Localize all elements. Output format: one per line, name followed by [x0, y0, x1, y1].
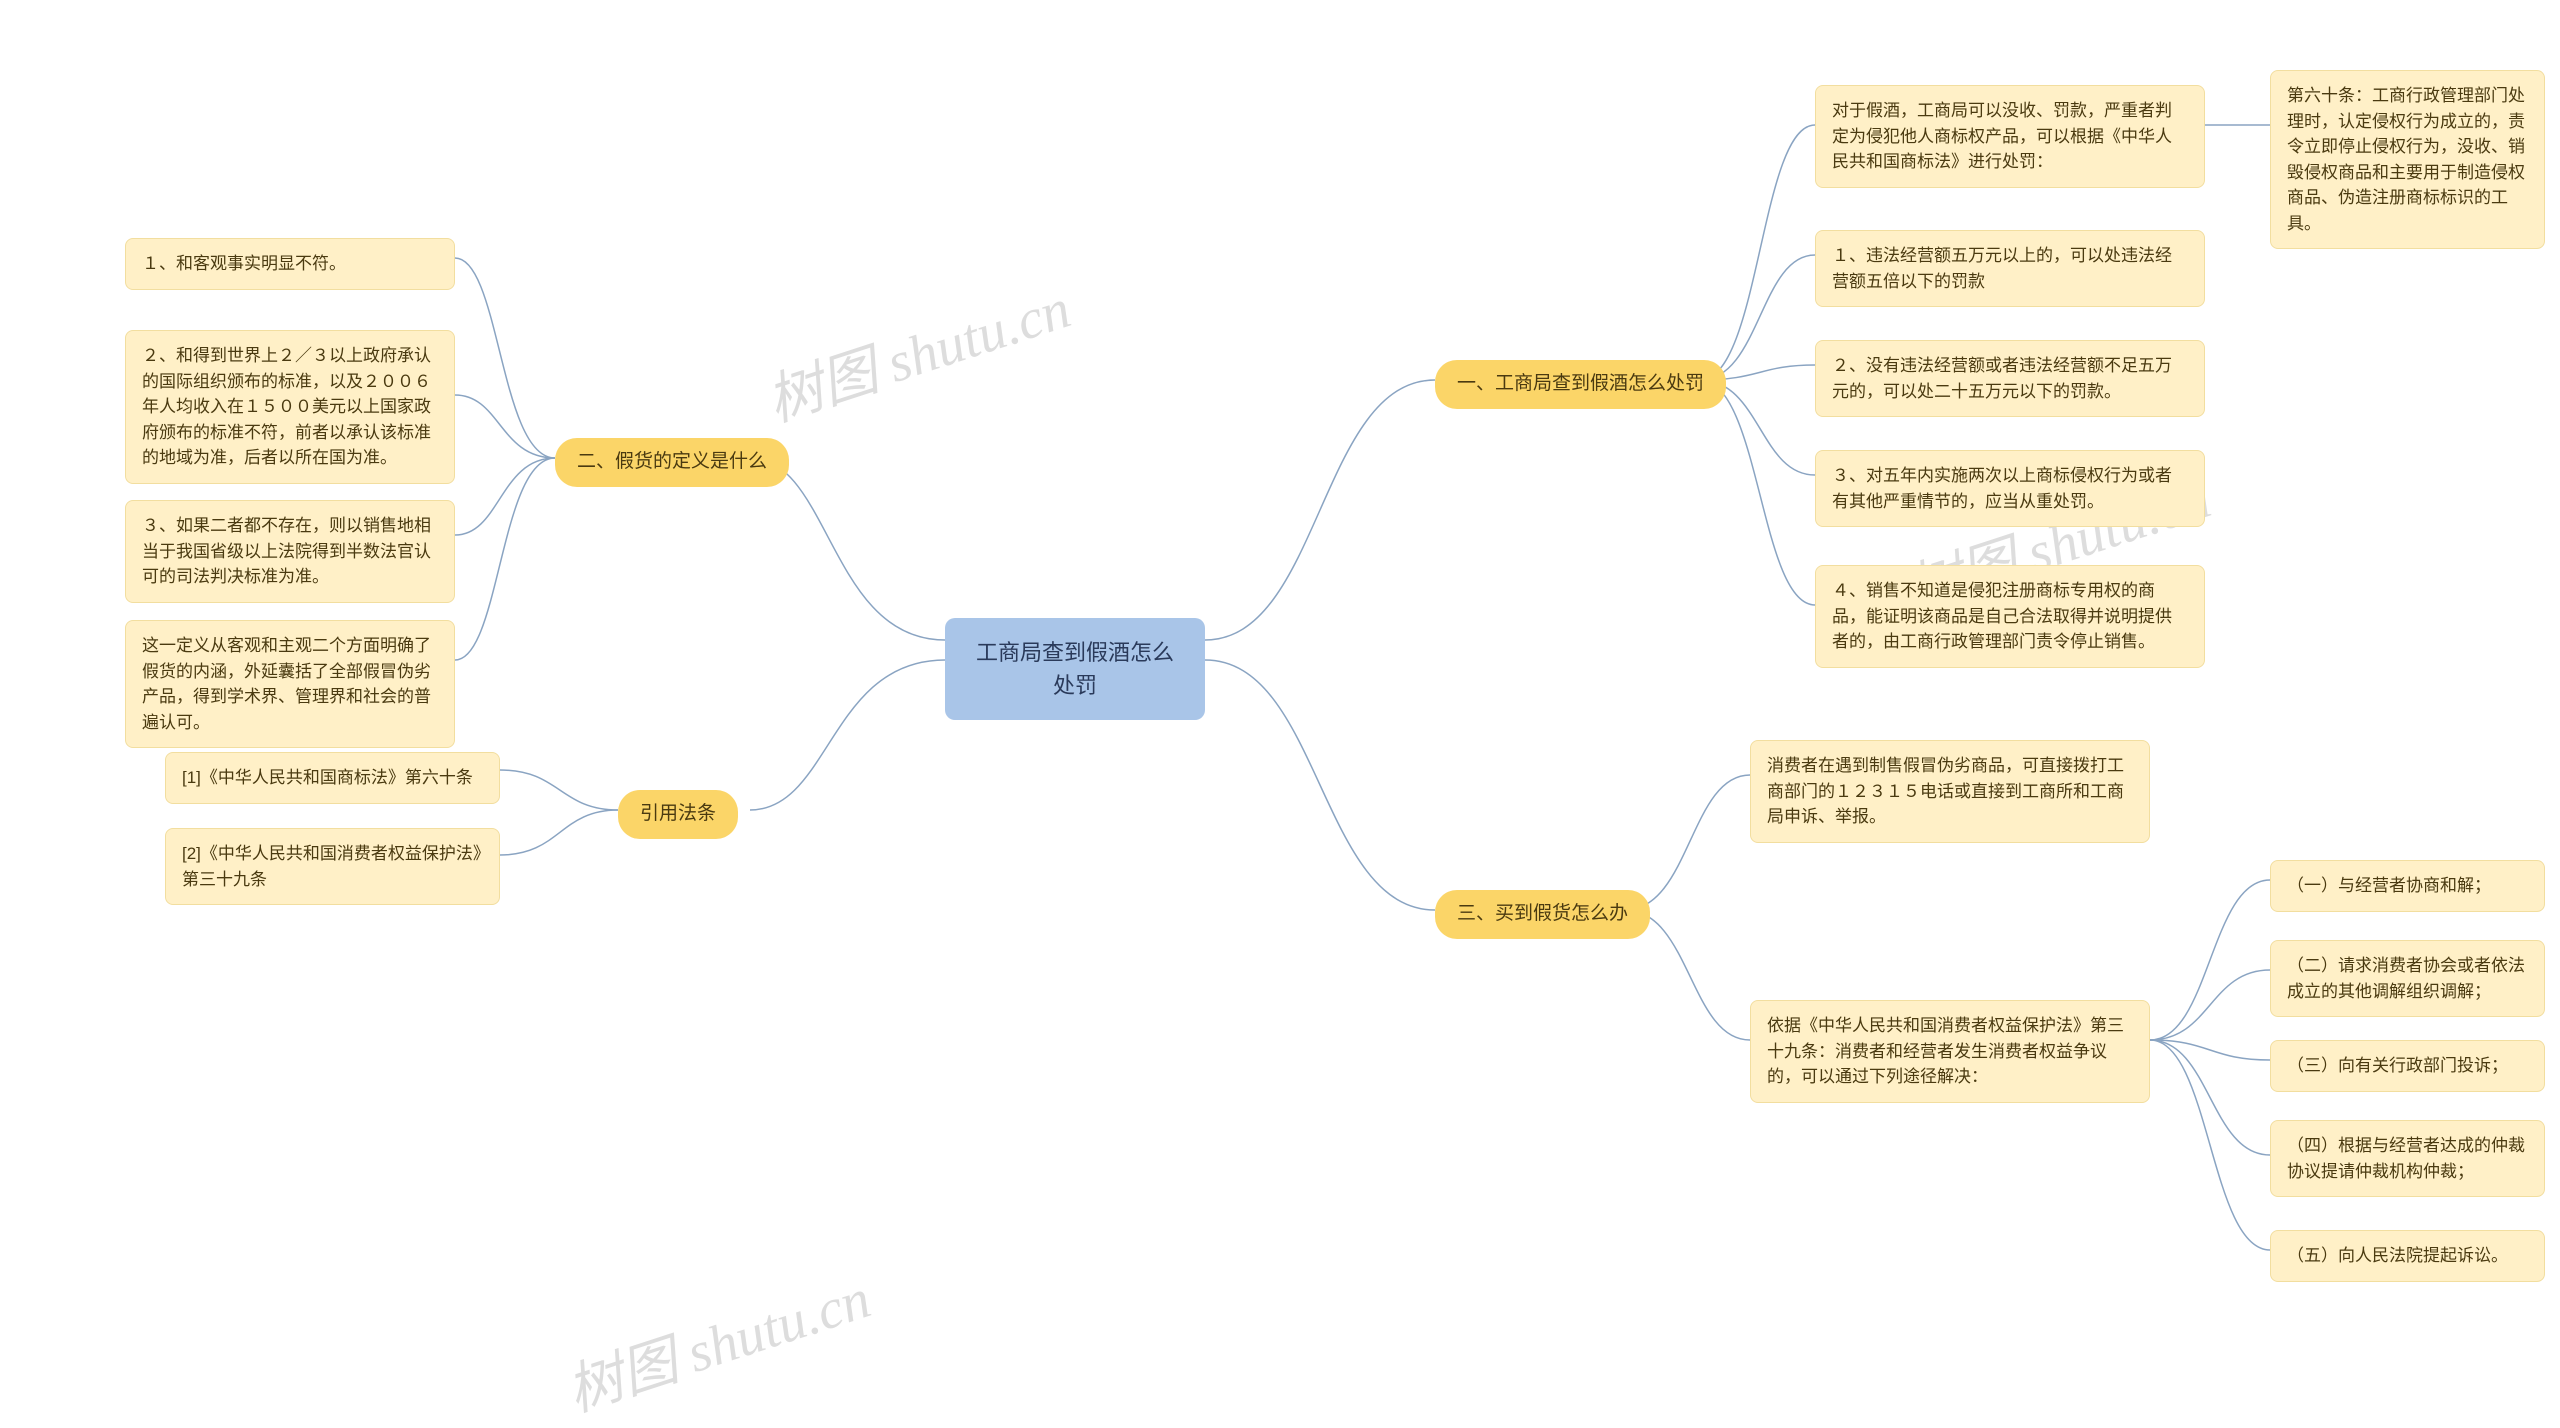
branch-1-leaf-1[interactable]: １、违法经营额五万元以上的，可以处违法经营额五倍以下的罚款: [1815, 230, 2205, 307]
branch-3-leaf-1-3[interactable]: （四）根据与经营者达成的仲裁协议提请仲裁机构仲裁；: [2270, 1120, 2545, 1197]
branch-1-leaf-0-0[interactable]: 第六十条：工商行政管理部门处理时，认定侵权行为成立的，责令立即停止侵权行为，没收…: [2270, 70, 2545, 249]
branch-3-leaf-0[interactable]: 消费者在遇到制售假冒伪劣商品，可直接拨打工商部门的１２３１５电话或直接到工商所和…: [1750, 740, 2150, 843]
branch-3-leaf-1-4[interactable]: （五）向人民法院提起诉讼。: [2270, 1230, 2545, 1282]
branch-3-leaf-1-1[interactable]: （二）请求消费者协会或者依法成立的其他调解组织调解；: [2270, 940, 2545, 1017]
branch-3-leaf-1-2[interactable]: （三）向有关行政部门投诉；: [2270, 1040, 2545, 1092]
branch-1-leaf-2[interactable]: ２、没有违法经营额或者违法经营额不足五万元的，可以处二十五万元以下的罚款。: [1815, 340, 2205, 417]
branch-4-leaf-1[interactable]: [2]《中华人民共和国消费者权益保护法》第三十九条: [165, 828, 500, 905]
branch-4[interactable]: 引用法条: [618, 790, 738, 839]
branch-2-leaf-0[interactable]: １、和客观事实明显不符。: [125, 238, 455, 290]
branch-3-leaf-1-0[interactable]: （一）与经营者协商和解；: [2270, 860, 2545, 912]
watermark: 树图 shutu.cn: [755, 263, 1079, 437]
branch-1-leaf-3[interactable]: ３、对五年内实施两次以上商标侵权行为或者有其他严重情节的，应当从重处罚。: [1815, 450, 2205, 527]
watermark: 树图 shutu.cn: [555, 1253, 879, 1427]
branch-2-leaf-2[interactable]: ３、如果二者都不存在，则以销售地相当于我国省级以上法院得到半数法官认可的司法判决…: [125, 500, 455, 603]
branch-4-leaf-0[interactable]: [1]《中华人民共和国商标法》第六十条: [165, 752, 500, 804]
branch-1-leaf-4[interactable]: ４、销售不知道是侵犯注册商标专用权的商品，能证明该商品是自己合法取得并说明提供者…: [1815, 565, 2205, 668]
branch-1-leaf-0[interactable]: 对于假酒，工商局可以没收、罚款，严重者判定为侵犯他人商标权产品，可以根据《中华人…: [1815, 85, 2205, 188]
mindmap-root[interactable]: 工商局查到假酒怎么处罚: [945, 618, 1205, 720]
branch-3-leaf-1[interactable]: 依据《中华人民共和国消费者权益保护法》第三十九条：消费者和经营者发生消费者权益争…: [1750, 1000, 2150, 1103]
branch-2-leaf-3[interactable]: 这一定义从客观和主观二个方面明确了假货的内涵，外延囊括了全部假冒伪劣产品，得到学…: [125, 620, 455, 748]
branch-1[interactable]: 一、工商局查到假酒怎么处罚: [1435, 360, 1726, 409]
branch-2-leaf-1[interactable]: ２、和得到世界上２／３以上政府承认的国际组织颁布的标准，以及２００６年人均收入在…: [125, 330, 455, 484]
branch-2[interactable]: 二、假货的定义是什么: [555, 438, 789, 487]
branch-3[interactable]: 三、买到假货怎么办: [1435, 890, 1650, 939]
